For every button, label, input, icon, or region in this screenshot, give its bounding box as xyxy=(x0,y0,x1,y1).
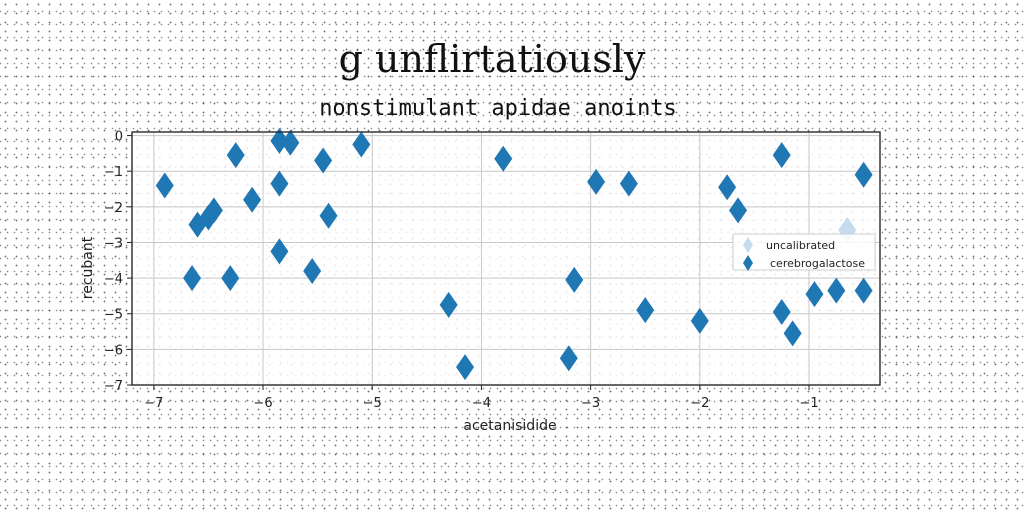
y-tick-label: −2 xyxy=(104,201,123,216)
data-point-cerebrogalactose xyxy=(270,170,289,197)
legend-box xyxy=(732,233,876,271)
data-point-cerebrogalactose xyxy=(281,129,300,156)
data-point-cerebrogalactose xyxy=(270,238,289,265)
legend-entry: uncalibrated xyxy=(766,239,835,252)
y-tick-label: −1 xyxy=(104,165,123,180)
y-tick-label: 0 xyxy=(115,130,123,145)
data-point-cerebrogalactose xyxy=(270,127,289,154)
data-point-cerebrogalactose xyxy=(636,297,655,324)
legend-marker xyxy=(743,255,753,271)
data-point-cerebrogalactose xyxy=(456,354,475,381)
legend-entry: cerebrogalactose xyxy=(770,257,865,270)
data-point-cerebrogalactose xyxy=(718,174,737,201)
legend-marker xyxy=(743,237,753,253)
x-tick-label: −2 xyxy=(690,396,709,411)
y-tick-label: −7 xyxy=(104,379,123,394)
data-point-cerebrogalactose xyxy=(805,281,824,308)
data-point-cerebrogalactose xyxy=(619,170,638,197)
y-axis-ticks: 0 −1 −2 −3 −4 −5 −6 −7 xyxy=(104,130,132,394)
data-point-cerebrogalactose xyxy=(854,277,873,304)
x-axis-ticks: −7 −6 −5 −4 −3 −2 −1 xyxy=(144,385,819,411)
y-tick-label: −4 xyxy=(104,272,123,287)
data-point-cerebrogalactose xyxy=(221,265,240,292)
data-point-cerebrogalactose xyxy=(854,161,873,188)
chart-subtitle: nonstimulant apidae anoints xyxy=(319,96,677,121)
x-tick-label: −4 xyxy=(472,396,491,411)
data-point-cerebrogalactose xyxy=(587,168,606,195)
x-axis-label: acetanisidide xyxy=(463,418,556,434)
data-point-cerebrogalactose xyxy=(827,277,846,304)
data-point-cerebrogalactose xyxy=(729,197,748,224)
x-tick-label: −5 xyxy=(363,396,382,411)
x-tick-label: −6 xyxy=(253,396,272,411)
data-point-cerebrogalactose xyxy=(559,345,578,372)
data-point-cerebrogalactose xyxy=(243,186,262,213)
y-tick-label: −5 xyxy=(104,308,123,323)
y-tick-label: −3 xyxy=(104,236,123,251)
plot-frame-outline xyxy=(131,131,881,386)
legend: uncalibrated cerebrogalactose xyxy=(732,233,876,271)
data-point-cerebrogalactose xyxy=(565,266,584,293)
data-point-cerebrogalactose xyxy=(772,298,791,325)
y-axis-label: recubant xyxy=(80,236,96,299)
grid xyxy=(132,132,880,386)
data-point-cerebrogalactose xyxy=(494,145,513,172)
y-tick-label: −6 xyxy=(104,343,123,358)
data-points xyxy=(155,127,873,381)
data-point-cerebrogalactose xyxy=(303,257,322,284)
data-point-cerebrogalactose xyxy=(155,172,174,199)
data-point-cerebrogalactose xyxy=(314,147,333,174)
data-point-cerebrogalactose xyxy=(319,202,338,229)
data-point-cerebrogalactose xyxy=(204,197,223,224)
data-point-cerebrogalactose xyxy=(690,307,709,334)
data-point-cerebrogalactose xyxy=(183,265,202,292)
data-point-cerebrogalactose xyxy=(226,142,245,169)
data-point-cerebrogalactose xyxy=(783,320,802,347)
data-point-cerebrogalactose xyxy=(772,142,791,169)
chart-title: g unflirtatiously xyxy=(339,37,646,81)
x-tick-label: −7 xyxy=(144,396,163,411)
data-point-cerebrogalactose xyxy=(352,131,371,158)
x-tick-label: −1 xyxy=(799,396,818,411)
data-point-cerebrogalactose xyxy=(439,291,458,318)
x-tick-label: −3 xyxy=(581,396,600,411)
